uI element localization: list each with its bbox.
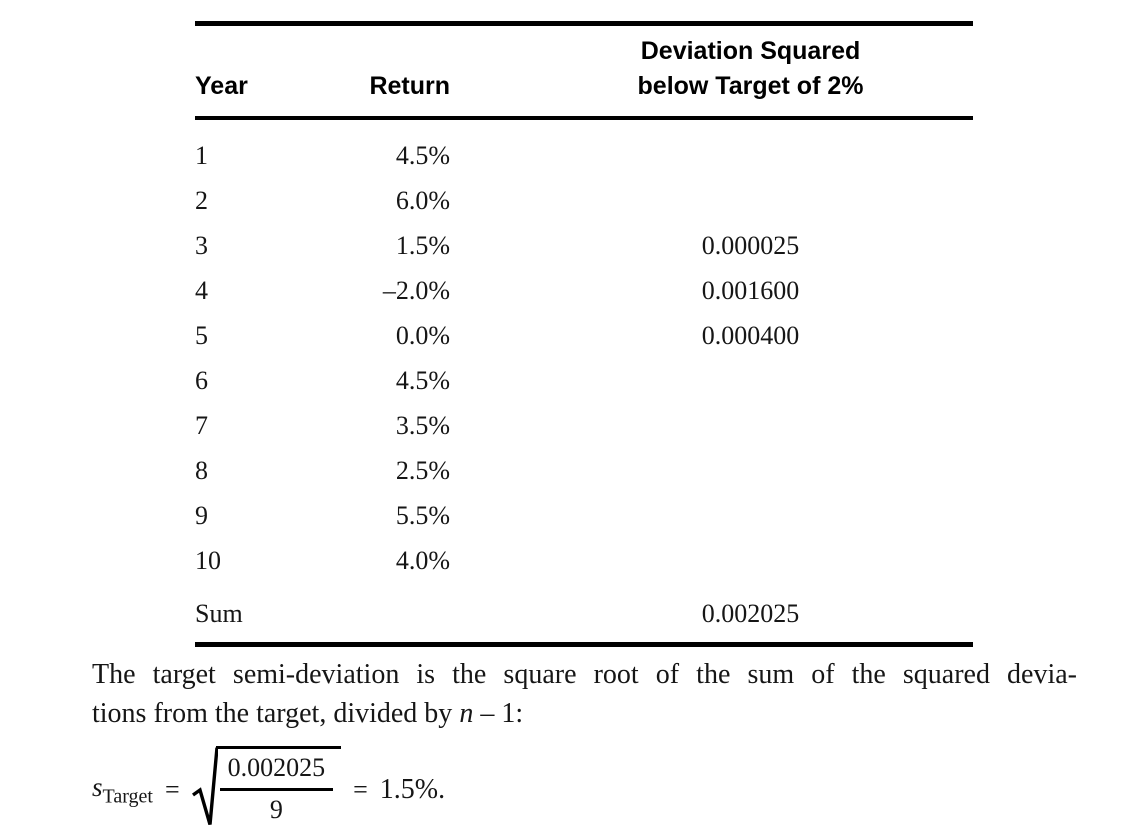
return-cell: 0.0%	[395, 321, 450, 350]
table-row: 5 0.0% 0.000400	[195, 313, 973, 358]
table-row: 2 6.0%	[195, 178, 973, 223]
header-deviation-squared: Deviation Squared below Target of 2%	[450, 23, 973, 120]
header-deviation-line2: below Target of 2%	[637, 72, 864, 100]
formula-result: 1.5%.	[379, 774, 446, 805]
table-row: 3 1.5% 0.000025	[195, 223, 973, 268]
deviation-cell: 0.000025	[701, 231, 800, 260]
deviation-cell	[450, 118, 973, 178]
table-row: 6 4.5%	[195, 358, 973, 403]
return-cell: 4.5%	[395, 366, 450, 395]
radical-icon	[191, 747, 218, 825]
table-row: 9 5.5%	[195, 493, 973, 538]
year-cell: 4	[195, 276, 208, 305]
return-cell: 1.5%	[395, 231, 450, 260]
table-row: 8 2.5%	[195, 448, 973, 493]
header-return: Return	[315, 23, 450, 120]
year-cell: 7	[195, 411, 208, 440]
return-cell: 2.5%	[395, 456, 450, 485]
table-row-sum: Sum 0.002025	[195, 583, 973, 645]
semideviation-table: Year Return Deviation Squared below Targ…	[195, 21, 973, 647]
year-cell: 5	[195, 321, 208, 350]
return-cell: 3.5%	[395, 411, 450, 440]
body-text: The target semi-deviation is the square …	[92, 655, 1077, 733]
semideviation-formula: sTarget = 0.002025 9 = 1.5%.	[92, 746, 445, 828]
year-cell: 8	[195, 456, 208, 485]
formula-equals: =	[164, 775, 180, 804]
table-row: 10 4.0%	[195, 538, 973, 583]
body-text-line2-before: tions from the target, divided by	[92, 698, 460, 729]
year-cell: 6	[195, 366, 208, 395]
deviation-cell	[450, 358, 973, 403]
deviation-cell	[450, 448, 973, 493]
table-row: 1 4.5%	[195, 118, 973, 178]
formula-s: s	[92, 771, 103, 802]
body-text-line2: tions from the target, divided by n – 1:	[92, 694, 1077, 733]
fraction-denominator: 9	[269, 795, 283, 824]
fraction: 0.002025 9	[219, 749, 334, 827]
body-text-line1: The target semi-deviation is the square …	[92, 659, 1077, 690]
year-cell: 3	[195, 231, 208, 260]
year-cell: 9	[195, 501, 208, 530]
deviation-cell: 0.001600	[701, 276, 800, 305]
return-cell: –2.0%	[382, 276, 450, 305]
deviation-cell	[450, 538, 973, 583]
header-year: Year	[195, 23, 315, 120]
deviation-cell: 0.000400	[701, 321, 800, 350]
sum-label-cell: Sum	[195, 599, 243, 628]
year-cell: 1	[195, 141, 208, 170]
formula-subscript: Target	[102, 785, 153, 808]
year-cell: 2	[195, 186, 208, 215]
formula-symbol: sTarget	[92, 772, 153, 808]
table-row: 4 –2.0% 0.001600	[195, 268, 973, 313]
header-deviation-line1: Deviation Squared	[640, 37, 861, 65]
square-root: 0.002025 9	[191, 746, 342, 828]
return-cell: 5.5%	[395, 501, 450, 530]
return-cell: 4.5%	[395, 141, 450, 170]
formula-result-equals: =	[353, 775, 368, 804]
deviation-cell	[450, 178, 973, 223]
sum-deviation-cell: 0.002025	[701, 599, 800, 628]
variable-n: n	[459, 698, 474, 729]
table-header-row: Year Return Deviation Squared below Targ…	[195, 23, 973, 120]
table-row: 7 3.5%	[195, 403, 973, 448]
return-cell	[315, 583, 450, 645]
deviation-cell	[450, 403, 973, 448]
return-cell: 4.0%	[395, 546, 450, 575]
year-cell: 10	[195, 546, 221, 575]
deviation-cell	[450, 493, 973, 538]
body-text-line2-after: – 1:	[473, 698, 524, 729]
return-cell: 6.0%	[395, 186, 450, 215]
radicand: 0.002025 9	[215, 746, 342, 827]
fraction-numerator: 0.002025	[219, 749, 334, 791]
